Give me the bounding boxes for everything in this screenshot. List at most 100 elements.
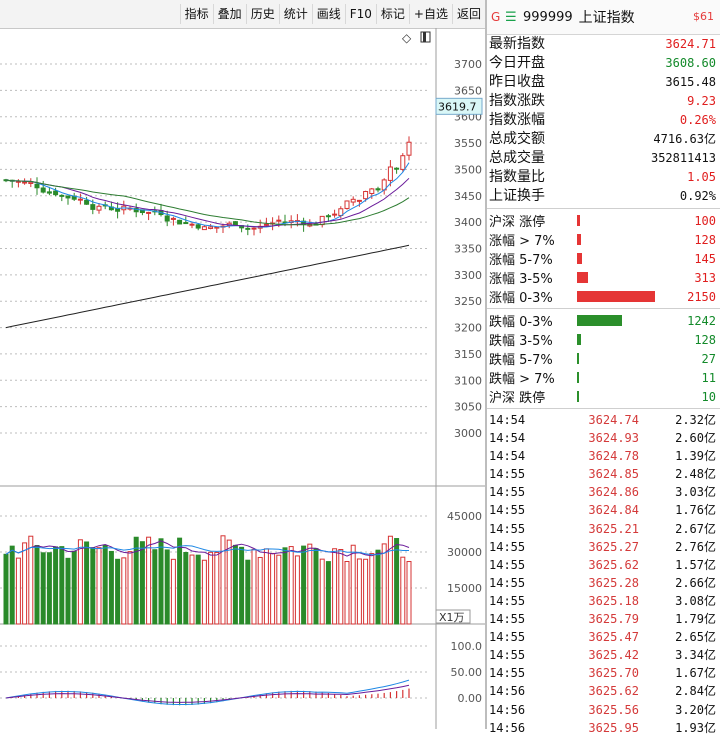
kline-chart[interactable]: 3700365036003550350034503400335033003250… [0,28,485,729]
tick-row[interactable]: 14:55 3625.42 3.34亿 [487,646,720,664]
tick-amount: 1.93亿 [675,720,716,735]
g-icon[interactable]: G [491,10,501,24]
menu-icon[interactable]: ☰ [505,9,517,25]
tick-row[interactable]: 14:55 3624.86 3.03亿 [487,483,720,501]
candle-body [164,215,170,222]
stat-label: 指数涨幅 [489,112,545,128]
candle-body [251,227,257,230]
kline-chart-area[interactable]: 3700 3650 3600 3550 3500 3450 3400 3350 3300 3250… [0,28,485,729]
tick-row[interactable]: 14:54 3624.74 2.32亿 [487,411,720,429]
distribution-row: 沪深 跌停 10 [487,387,720,407]
distribution-value: 10 [701,389,716,404]
tick-list[interactable]: 14:54 3624.74 2.32亿 14:54 3624.93 2.60亿 14:54 3… [487,411,720,737]
tick-row[interactable]: 14:54 3624.93 2.60亿 [487,429,720,447]
tick-amount: 3.20亿 [675,702,716,717]
stat-row: 总成交额 4716.63亿 [487,130,720,149]
macd-tick-label: 100.0 [451,640,483,653]
dif-line [5,679,410,705]
tick-row[interactable]: 14:55 3624.85 2.48亿 [487,465,720,483]
distribution-bar [577,291,656,302]
tick-amount: 2.32亿 [675,413,716,427]
tick-row[interactable]: 14:55 3625.18 3.08亿 [487,592,720,610]
volume-bar [226,539,232,625]
candle-body [356,199,362,202]
candle-body [84,199,90,205]
add-watchlist-button[interactable]: +自选 [408,4,452,24]
distribution-bar [577,315,622,326]
distribution-value: 128 [694,332,716,347]
tick-row[interactable]: 14:55 3625.27 2.76亿 [487,538,720,556]
volume-bar [375,549,381,625]
tick-price: 3625.42 [588,648,639,663]
tick-row[interactable]: 14:55 3625.70 1.67亿 [487,664,720,682]
indicator-button[interactable]: 指标 [179,4,213,24]
tick-price: 3625.28 [588,575,639,590]
mark-button[interactable]: 标记 [375,4,409,24]
tick-price: 3625.70 [588,666,639,681]
volume-bar [294,555,300,625]
volume-bar [115,558,121,625]
volume-bar [77,539,83,625]
volume-bar [15,557,21,625]
distribution-value: 313 [694,270,716,285]
volume-ma5-line [5,540,410,557]
distribution-value: 128 [694,232,716,247]
price-tick-label: 3150 [454,348,482,361]
tick-price: 3625.21 [588,521,639,536]
volume-bar [108,550,114,625]
stat-value: 4716.63亿 [653,132,716,146]
back-button[interactable]: 返回 [451,4,485,24]
panel-divider[interactable] [485,0,487,729]
distribution-value: 2150 [687,289,716,304]
candle-body [325,215,331,218]
tick-row[interactable]: 14:55 3625.79 1.79亿 [487,610,720,628]
stat-row: 最新指数 3624.71 [487,35,720,54]
candle-body [133,208,139,213]
tick-time: 14:56 [489,684,526,699]
tick-row[interactable]: 14:56 3625.95 1.93亿 [487,719,720,737]
dea-line [5,684,410,703]
statistics-button[interactable]: 统计 [278,4,312,24]
tick-row[interactable]: 14:54 3624.78 1.39亿 [487,447,720,465]
volume-tick-label: 45000 [447,510,482,523]
tick-row[interactable]: 14:56 3625.56 3.20亿 [487,701,720,719]
candle-body [214,226,220,229]
volume-bar [400,556,406,625]
overlay-button[interactable]: 叠加 [212,4,246,24]
f10-button[interactable]: F10 [344,4,376,24]
candle-body [375,188,381,191]
volume-unit-label: X1万 [439,611,465,624]
tick-row[interactable]: 14:55 3624.84 1.76亿 [487,501,720,519]
distribution-bar-track [577,391,674,402]
price-tick-label: 3650 [454,84,482,97]
candle-body [319,215,325,226]
distribution-bar-track [577,372,674,383]
tick-row[interactable]: 14:55 3625.28 2.66亿 [487,574,720,592]
volume-bar [301,545,307,625]
tick-time: 14:55 [489,485,526,500]
volume-bar [270,552,276,625]
tick-row[interactable]: 14:55 3625.21 2.67亿 [487,520,720,538]
short-code: $61 [693,10,714,23]
candle-body [34,183,40,189]
distribution-value: 100 [694,213,716,228]
stat-value: 0.26% [679,113,716,127]
volume-bar [406,561,412,625]
tick-row[interactable]: 14:55 3625.62 1.57亿 [487,556,720,574]
history-button[interactable]: 历史 [245,4,279,24]
distribution-bar-track [577,234,674,245]
down-distribution: 跌幅 0-3% 1242 跌幅 3-5% 128 跌幅 5-7% 27 跌幅 > 7% 11 沪… [487,311,720,407]
tick-amount: 1.79亿 [675,612,716,627]
volume-bar [363,558,369,625]
up-distribution: 沪深 涨停 100 涨幅 > 7% 128 涨幅 5-7% 145 涨幅 3-5% 313 涨幅… [487,211,720,307]
volume-bar [90,547,96,625]
tick-row[interactable]: 14:56 3625.62 2.84亿 [487,682,720,700]
distribution-row: 涨幅 5-7% 145 [487,249,720,269]
tick-price: 3625.18 [588,593,639,608]
volume-bar [201,559,207,625]
draw-line-button[interactable]: 画线 [311,4,345,24]
stat-value: 1.05 [687,170,716,184]
stat-label: 指数涨跌 [489,93,545,109]
candle-body [96,205,102,211]
tick-row[interactable]: 14:55 3625.47 2.65亿 [487,628,720,646]
